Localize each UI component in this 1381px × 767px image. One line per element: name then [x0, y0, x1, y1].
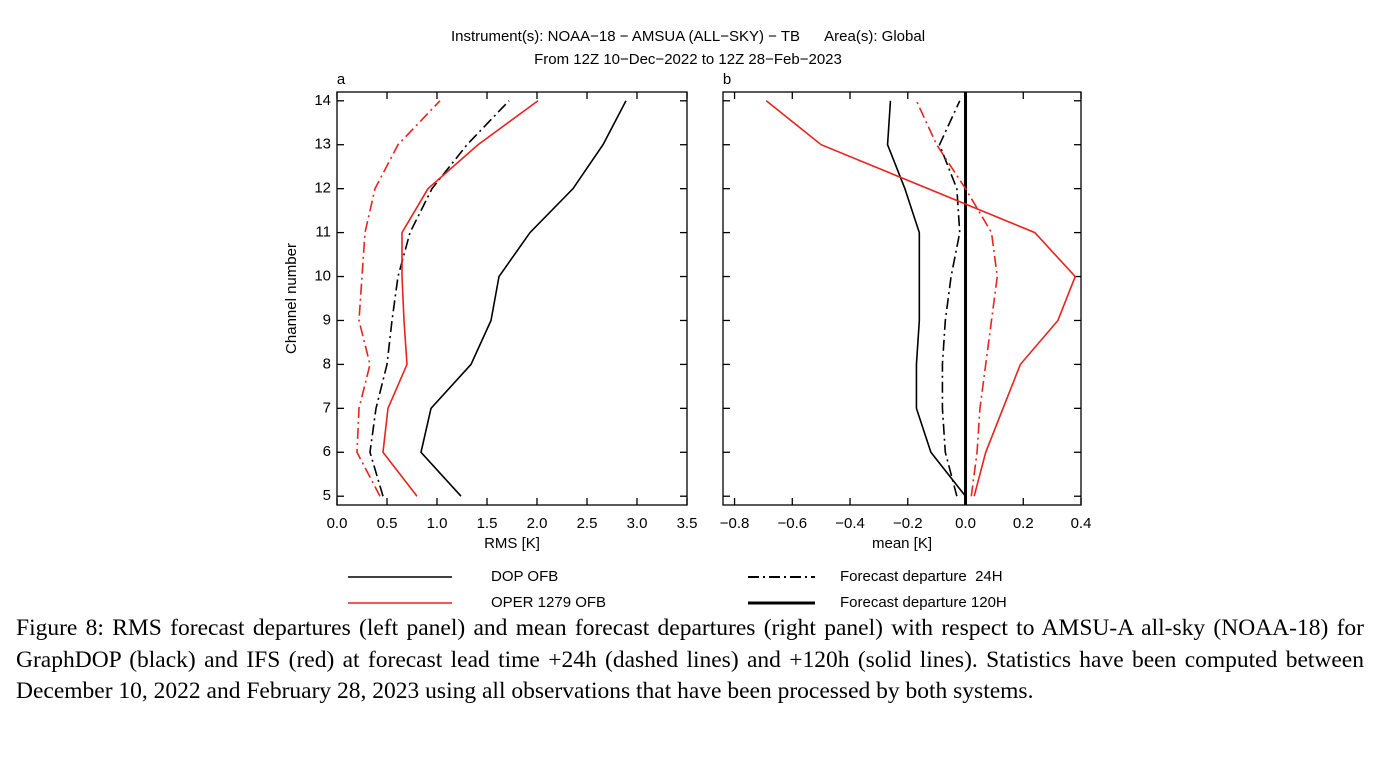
x-tick-label: 1.0 — [427, 515, 448, 532]
x-tick-label: 0.0 — [955, 515, 976, 532]
series-line — [938, 100, 961, 497]
x-tick-label: 3.5 — [677, 515, 698, 532]
y-tick-label: 5 — [323, 487, 331, 504]
x-tick-label: 0.4 — [1071, 515, 1092, 532]
y-tick-label: 9 — [323, 311, 331, 328]
series-line — [356, 100, 441, 497]
x-tick-label: 0.0 — [327, 515, 348, 532]
x-tick-label: 0.5 — [377, 515, 398, 532]
panel-label: b — [723, 71, 731, 88]
series-line — [382, 100, 539, 497]
y-tick-label: 7 — [323, 399, 331, 416]
y-tick-label: 8 — [323, 355, 331, 372]
x-tick-label: −0.2 — [893, 515, 923, 532]
legend-label: Forecast departure 120H — [840, 594, 1007, 610]
y-tick-label: 12 — [314, 180, 331, 197]
y-tick-label: 6 — [323, 443, 331, 460]
legend-label: DOP OFB — [491, 568, 558, 585]
x-tick-label: 2.0 — [527, 515, 548, 532]
x-tick-label: −0.8 — [720, 515, 750, 532]
x-tick-label: 3.0 — [627, 515, 648, 532]
y-axis-label: Channel number — [283, 243, 300, 354]
series-line — [915, 100, 999, 497]
legend-label: OPER 1279 OFB — [491, 594, 606, 610]
x-tick-label: 2.5 — [577, 515, 598, 532]
x-tick-label: 1.5 — [477, 515, 498, 532]
series-line — [369, 100, 510, 497]
caption: Figure 8: RMS forecast departures (left … — [16, 615, 1364, 705]
y-tick-label: 10 — [314, 268, 331, 285]
y-tick-label: 14 — [314, 92, 331, 109]
x-axis-label: RMS [K] — [484, 535, 540, 552]
figure-title: Instrument(s): NOAA−18 − AMSUA (ALL−SKY)… — [451, 28, 925, 45]
series-line — [420, 100, 627, 497]
figure-subtitle: From 12Z 10−Dec−2022 to 12Z 28−Feb−2023 — [534, 51, 842, 68]
series-line — [765, 100, 1077, 497]
figure: Instrument(s): NOAA−18 − AMSUA (ALL−SKY)… — [283, 28, 1092, 610]
y-tick-label: 13 — [314, 136, 331, 153]
y-tick-label: 11 — [315, 224, 331, 241]
x-tick-label: −0.4 — [835, 515, 865, 532]
panel-label: a — [337, 71, 346, 88]
series-line — [886, 100, 967, 497]
x-tick-label: −0.6 — [777, 515, 807, 532]
plot-frame — [336, 91, 688, 506]
x-tick-label: 0.2 — [1013, 515, 1034, 532]
legend-label: Forecast departure 24H — [840, 568, 1003, 585]
plot-frame — [722, 91, 1082, 506]
x-axis-label: mean [K] — [872, 535, 932, 552]
